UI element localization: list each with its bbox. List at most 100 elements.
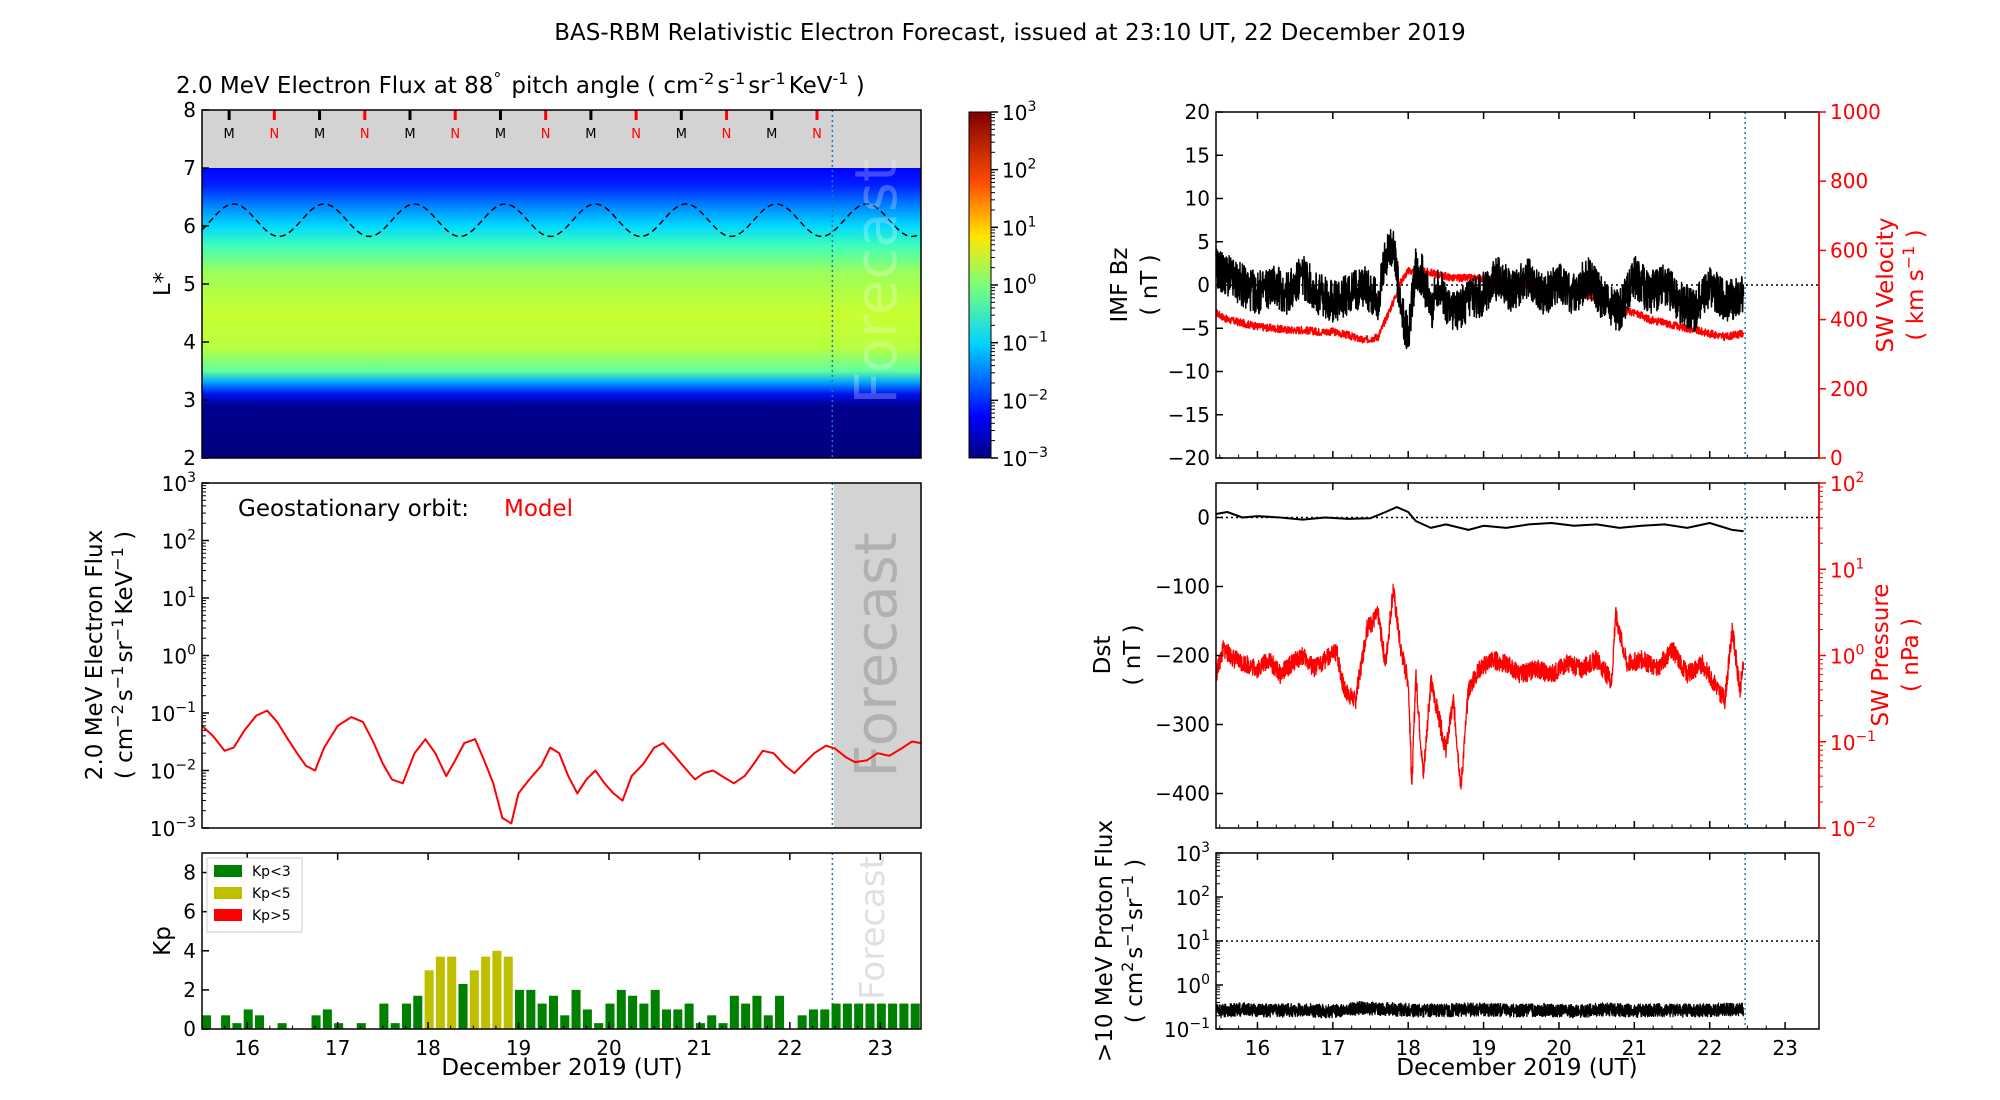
kp-ytick-label: 0: [183, 1017, 196, 1041]
swv-ytick-label: 200: [1830, 377, 1868, 401]
kp-bar: [322, 1009, 332, 1029]
mn-marker-label: N: [360, 127, 370, 142]
kp-ytick-label: 6: [183, 900, 196, 924]
geo-plot-frame: [201, 482, 922, 829]
proton-xtick-label: 18: [1395, 1036, 1420, 1060]
kp-bar: [707, 1015, 717, 1029]
dst-ylabel: Dst: [1090, 636, 1116, 675]
kp-bar: [684, 1003, 694, 1029]
proton-ylabel-line2: ( cm2s−1sr−1 ): [1118, 859, 1148, 1023]
lstar-heatmap-panel: 2.0 MeV Electron Flux at 88° pitch angle …: [150, 69, 922, 470]
kp-bar: [435, 956, 445, 1029]
geo-ytick-label: 10−2: [150, 758, 196, 784]
imf-ytick-label: 0: [1197, 273, 1210, 297]
mn-marker-label: M: [766, 127, 777, 142]
kp-legend-label-low: Kp<3: [252, 864, 291, 880]
kp-bar: [899, 1003, 909, 1029]
mn-marker-label: N: [722, 127, 732, 142]
proton-xlabel: December 2019 (UT): [1396, 1055, 1637, 1081]
kp-bar: [729, 995, 739, 1029]
dst-ylabel-unit: ( nT ): [1120, 624, 1146, 685]
imf-ytick-label: −10: [1168, 360, 1210, 384]
swv-ylabel-unit: ( km s−1 ): [1899, 229, 1929, 340]
colorbar-tick-label: 10−3: [1002, 445, 1048, 471]
proton-xtick-label: 20: [1546, 1036, 1571, 1060]
kp-bar: [808, 1009, 818, 1029]
kp-bar: [458, 984, 468, 1029]
dst-ytick-label: −200: [1155, 644, 1210, 668]
imf-ytick-label: 15: [1185, 143, 1210, 167]
kp-bar: [616, 989, 626, 1029]
kp-bar: [605, 1003, 615, 1029]
kp-bar: [255, 1015, 265, 1029]
imf-bz-line: [1215, 229, 1745, 350]
swv-ytick-label: 1000: [1830, 100, 1881, 124]
kp-bar: [888, 1003, 898, 1029]
proton-ylabel-line1: >10 MeV Proton Flux: [1092, 820, 1118, 1062]
colorbar-tick-label: 10−1: [1002, 330, 1048, 356]
kp-bar: [695, 1023, 705, 1029]
kp-ytick-label: 4: [183, 939, 196, 963]
mn-marker-label: M: [314, 127, 325, 142]
kp-bar: [650, 989, 660, 1029]
swv-ytick-label: 600: [1830, 238, 1868, 262]
flux-colorbar: 10−3 10−2 10−1 100 101 102 103: [968, 99, 1048, 471]
imf-ylabel-unit: ( nT ): [1137, 254, 1163, 315]
kp-xlabel: December 2019 (UT): [441, 1055, 682, 1081]
mn-marker-label: M: [224, 127, 235, 142]
swp-ylabel-unit: ( nPa ): [1898, 618, 1924, 692]
kp-bar: [571, 989, 581, 1029]
swp-ytick-label: 10−1: [1830, 729, 1876, 755]
kp-bar: [243, 1009, 253, 1029]
geo-forecast-watermark: Forecast: [842, 532, 910, 777]
kp-legend-swatch-low: [214, 865, 242, 877]
kp-bar: [752, 995, 762, 1029]
geo-ytick-label: 103: [162, 470, 196, 496]
kp-bar: [639, 1003, 649, 1029]
kp-bar: [661, 1009, 672, 1029]
kp-bar: [763, 1015, 773, 1029]
kp-bar: [277, 1023, 287, 1029]
kp-plot-frame: [201, 852, 922, 1030]
proton-xtick-label: 16: [1245, 1036, 1270, 1060]
geo-ylabel-line1: 2.0 MeV Electron Flux: [82, 530, 108, 780]
kp-xtick-label: 18: [415, 1036, 440, 1060]
lstar-ylabel: L*: [150, 272, 176, 296]
geo-ylabel-line2: ( cm−2s−1sr−1KeV−1 ): [108, 531, 138, 779]
kp-bar: [537, 1003, 547, 1029]
kp-bar: [775, 995, 785, 1029]
proton-xtick-label: 22: [1697, 1036, 1722, 1060]
kp-xtick-label: 23: [868, 1036, 893, 1060]
kp-xtick-label: 19: [506, 1036, 531, 1060]
kp-bar: [876, 1003, 886, 1029]
kp-bar: [356, 1023, 366, 1029]
kp-bar: [221, 1015, 231, 1029]
kp-bar: [481, 956, 491, 1029]
colorbar-gradient: [968, 111, 992, 459]
kp-bar: [594, 1023, 604, 1029]
lstar-forecast-watermark: Forecast: [842, 159, 910, 404]
geo-forecast-region: [834, 483, 921, 828]
lstar-ytick-label: 7: [183, 156, 196, 180]
colorbar-tick-label: 103: [1002, 99, 1036, 125]
kp-ytick-label: 2: [183, 978, 196, 1002]
kp-bar: [202, 1015, 212, 1029]
proton-xtick-label: 21: [1622, 1036, 1647, 1060]
kp-bar: [334, 1023, 344, 1029]
geo-ytick-label: 10−1: [150, 700, 196, 726]
proton-xtick-label: 17: [1320, 1036, 1345, 1060]
dst-panel: −400 −300 −200 −100 0 10−2 10−1 100 101 102 Dst (…: [1090, 470, 1924, 841]
kp-bar: [492, 950, 502, 1029]
imf-ytick-label: −15: [1168, 403, 1210, 427]
kp-forecast-watermark: Forecast: [853, 856, 893, 1000]
kp-xtick-label: 16: [234, 1036, 259, 1060]
mn-marker-label: M: [585, 127, 596, 142]
mn-marker-label: N: [541, 127, 551, 142]
kp-legend: Kp<3 Kp<5 Kp>5: [206, 857, 303, 933]
lstar-ytick-label: 4: [183, 330, 196, 354]
kp-xtick-label: 20: [596, 1036, 621, 1060]
geo-lstar-dashed-line: [201, 203, 921, 238]
proton-flux-line: [1215, 1001, 1745, 1019]
colorbar-tick-label: 10−2: [1002, 387, 1048, 413]
